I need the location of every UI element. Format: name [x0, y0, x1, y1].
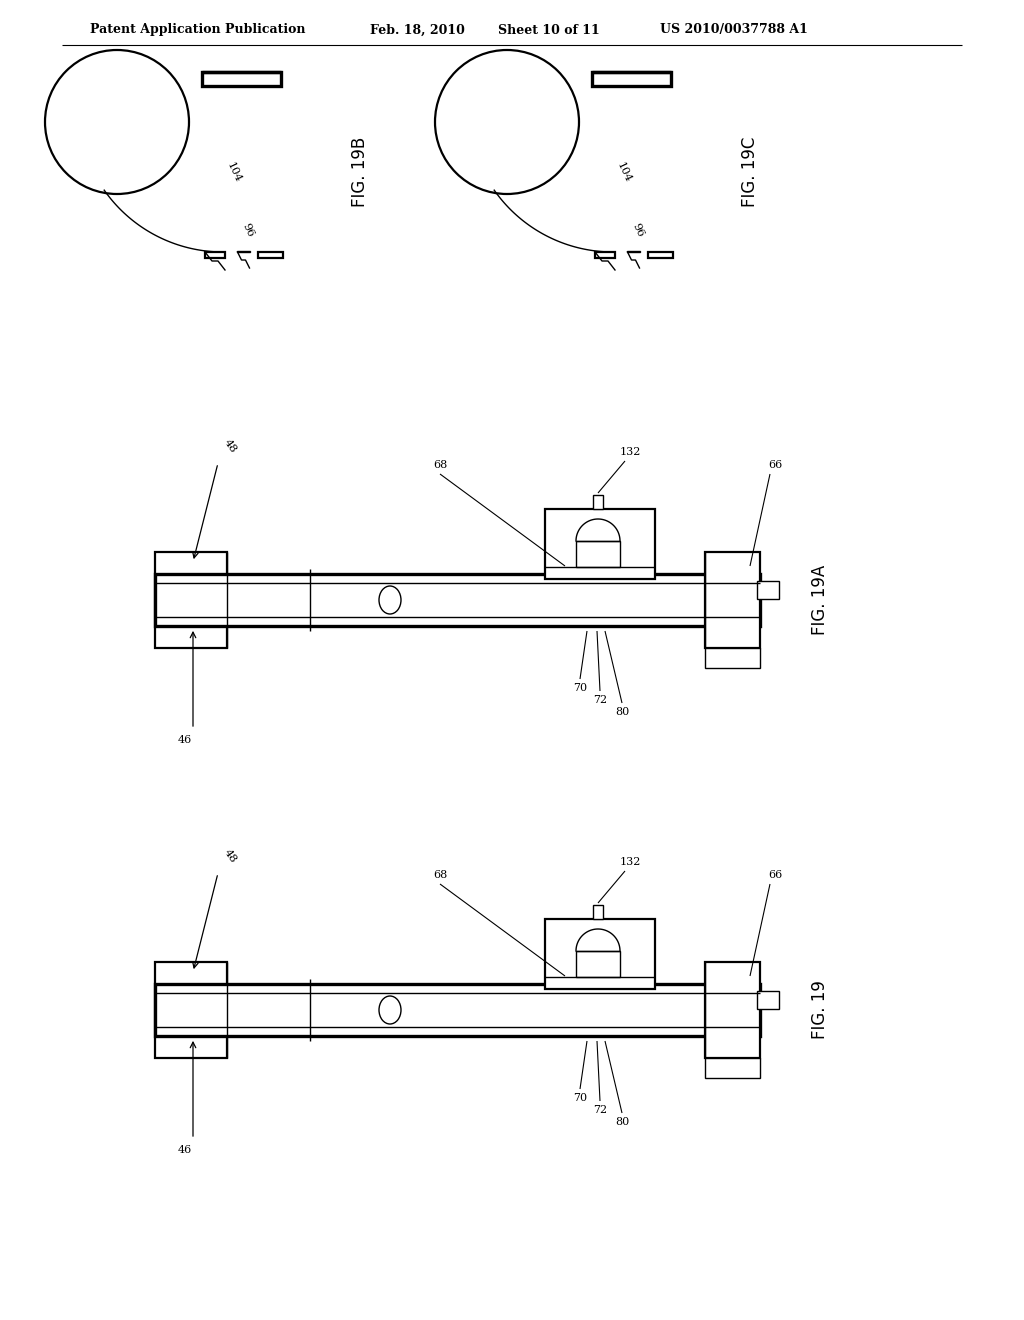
Bar: [648, 252, 673, 257]
Text: 132: 132: [620, 447, 641, 457]
Bar: [155, 962, 227, 1059]
Bar: [545, 510, 655, 579]
Text: FIG. 19C: FIG. 19C: [741, 137, 759, 207]
Text: 68: 68: [433, 459, 447, 470]
Bar: [705, 552, 760, 648]
Text: 80: 80: [614, 1117, 629, 1127]
Bar: [593, 906, 603, 919]
Text: 66: 66: [768, 870, 782, 880]
Text: Sheet 10 of 11: Sheet 10 of 11: [498, 24, 600, 37]
Text: Patent Application Publication: Patent Application Publication: [90, 24, 305, 37]
Text: 132: 132: [620, 857, 641, 867]
Text: Feb. 18, 2010: Feb. 18, 2010: [370, 24, 465, 37]
Bar: [155, 574, 760, 626]
Text: 68: 68: [433, 870, 447, 880]
Bar: [155, 983, 760, 1036]
Bar: [575, 541, 620, 568]
Text: 70: 70: [573, 682, 587, 693]
Text: 104: 104: [615, 160, 633, 183]
Text: FIG. 19B: FIG. 19B: [351, 137, 369, 207]
Text: 46: 46: [178, 735, 193, 744]
Text: 96: 96: [630, 222, 645, 239]
Text: US 2010/0037788 A1: US 2010/0037788 A1: [660, 24, 808, 37]
Text: FIG. 19A: FIG. 19A: [811, 565, 829, 635]
Bar: [205, 252, 225, 257]
Text: 72: 72: [593, 1105, 607, 1115]
Bar: [592, 73, 671, 86]
Bar: [757, 581, 779, 599]
Text: 72: 72: [593, 696, 607, 705]
Bar: [575, 950, 620, 977]
Bar: [705, 648, 760, 668]
Bar: [202, 73, 281, 86]
Text: 96: 96: [240, 222, 255, 239]
Text: 66: 66: [768, 459, 782, 470]
Text: 46: 46: [178, 1144, 193, 1155]
Bar: [757, 991, 779, 1008]
Text: 70: 70: [573, 1093, 587, 1104]
Bar: [258, 252, 283, 257]
Bar: [705, 1059, 760, 1078]
Bar: [155, 552, 227, 648]
Text: 80: 80: [614, 708, 629, 717]
Text: FIG. 19: FIG. 19: [811, 981, 829, 1039]
Bar: [545, 919, 655, 989]
Bar: [593, 495, 603, 510]
Text: 48: 48: [222, 438, 239, 455]
Bar: [705, 962, 760, 1059]
Text: 104: 104: [225, 160, 243, 183]
Text: 48: 48: [222, 847, 239, 865]
Bar: [595, 252, 615, 257]
